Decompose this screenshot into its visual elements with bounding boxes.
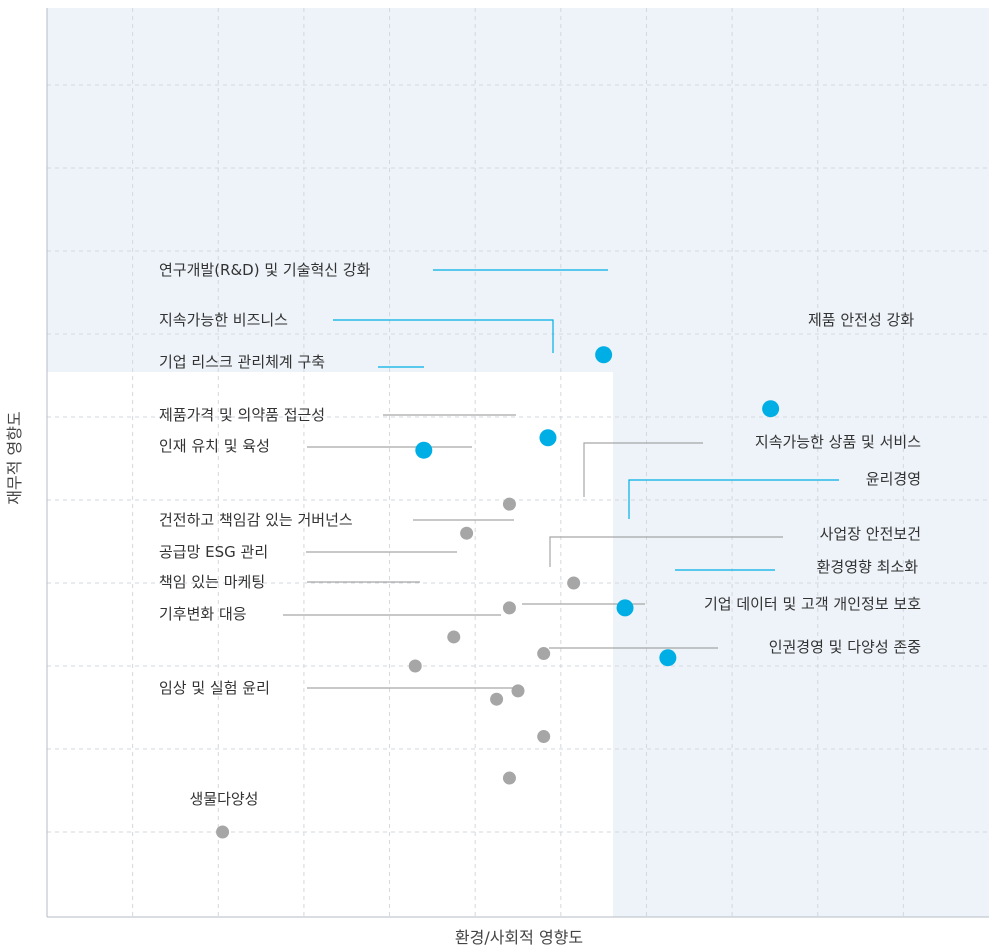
leader-line bbox=[628, 479, 839, 519]
data-point bbox=[537, 647, 551, 661]
point-label: 기후변화 대응 bbox=[159, 605, 247, 623]
point-label: 임상 및 실험 윤리 bbox=[159, 679, 270, 697]
data-point bbox=[616, 599, 634, 617]
point-label: 생물다양성 bbox=[189, 790, 258, 808]
point-label: 건전하고 책임감 있는 거버넌스 bbox=[159, 511, 353, 529]
data-point bbox=[490, 692, 504, 706]
point-label: 윤리경영 bbox=[866, 470, 921, 488]
point-label: 사업장 안전보건 bbox=[820, 525, 921, 543]
point-label: 지속가능한 비즈니스 bbox=[159, 311, 288, 329]
data-point bbox=[415, 441, 433, 459]
data-point bbox=[659, 649, 677, 667]
data-point bbox=[502, 771, 516, 785]
data-point bbox=[447, 630, 461, 644]
leader-lines bbox=[283, 269, 839, 689]
point-label: 환경영향 최소화 bbox=[817, 558, 919, 576]
point-label: 인재 유치 및 육성 bbox=[159, 437, 270, 455]
background-layer bbox=[47, 8, 989, 917]
data-point bbox=[460, 526, 474, 540]
y-axis-title: 재무적 영향도 bbox=[5, 411, 24, 504]
point-label: 기업 데이터 및 고객 개인정보 보호 bbox=[704, 595, 921, 613]
point-label: 제품가격 및 의약품 접근성 bbox=[159, 406, 325, 424]
data-point bbox=[216, 825, 230, 839]
data-point bbox=[595, 346, 613, 364]
x-axis-title: 환경/사회적 영향도 bbox=[455, 928, 583, 947]
leader-line bbox=[549, 536, 783, 567]
data-point bbox=[537, 730, 551, 744]
data-point bbox=[539, 429, 557, 447]
point-label: 지속가능한 상품 및 서비스 bbox=[755, 433, 921, 451]
leader-line bbox=[583, 442, 703, 497]
data-point bbox=[502, 497, 516, 511]
data-point bbox=[502, 601, 516, 615]
data-point bbox=[408, 659, 422, 673]
point-label: 기업 리스크 관리체계 구축 bbox=[159, 353, 325, 371]
leader-line bbox=[333, 319, 554, 353]
data-point bbox=[511, 684, 525, 698]
point-label: 제품 안전성 강화 bbox=[808, 311, 914, 329]
axes-layer: 환경/사회적 영향도 재무적 영향도 bbox=[5, 8, 989, 947]
point-label: 공급망 ESG 관리 bbox=[159, 543, 268, 561]
data-point bbox=[567, 576, 581, 590]
point-label: 인권경영 및 다양성 존중 bbox=[769, 638, 921, 656]
data-point bbox=[762, 400, 780, 418]
grid-layer bbox=[47, 8, 989, 917]
point-label: 책임 있는 마케팅 bbox=[159, 573, 265, 591]
lower-left-region bbox=[47, 372, 613, 917]
data-points bbox=[216, 346, 780, 839]
point-label: 연구개발(R&D) 및 기술혁신 강화 bbox=[159, 261, 371, 279]
